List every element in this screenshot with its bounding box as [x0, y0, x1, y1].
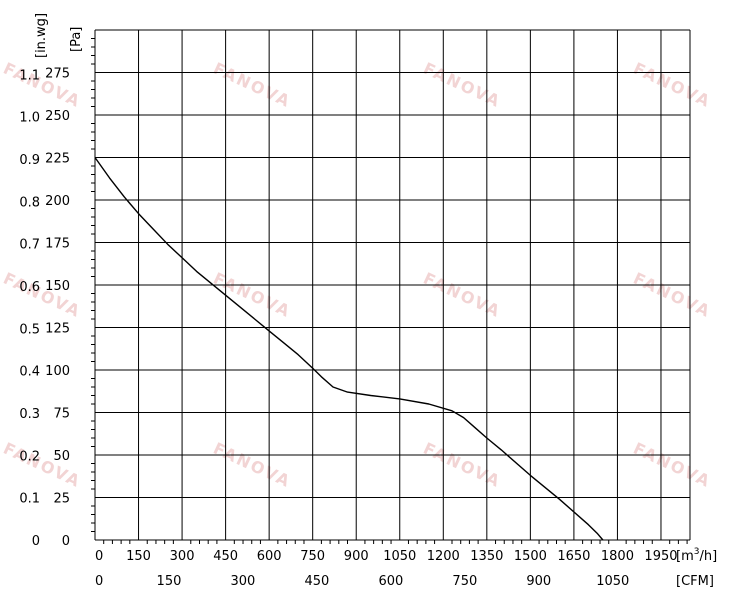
y-tick-label-pa: 100 — [45, 364, 70, 379]
watermark-text: FANOVA — [630, 439, 714, 492]
x-tick-label-cfm: 1050 — [596, 574, 629, 589]
y-tick-label-pa: 75 — [53, 407, 70, 422]
x-unit-m3h: [m3/h] — [676, 547, 717, 564]
x-tick-label-cfm: 150 — [157, 574, 182, 589]
y-tick-label-inwg: 0.1 — [19, 492, 40, 507]
y-tick-label-inwg: 1.0 — [19, 111, 40, 126]
watermark-text: FANOVA — [420, 439, 504, 492]
x-tick-label-cfm: 0 — [95, 574, 103, 589]
watermark-text: FANOVA — [420, 59, 504, 112]
x-tick-label-m3h: 150 — [126, 549, 151, 564]
x-tick-label-m3h: 1350 — [470, 549, 503, 564]
curve-line — [94, 157, 604, 541]
x-tick-label-m3h: 1950 — [644, 549, 677, 564]
curve-layer — [94, 157, 604, 541]
x-tick-label-cfm: 750 — [452, 574, 477, 589]
y-tick-label-pa: 200 — [45, 194, 70, 209]
y-tick-label-inwg: 1.1 — [19, 68, 40, 83]
y-tick-label-pa: 225 — [45, 152, 70, 167]
tick-labels: 0 25 50 75 100 125 150 175 200 225 250 275 0 0.1 0.2 0.… — [19, 67, 677, 590]
x-tick-label-m3h: 1200 — [427, 549, 460, 564]
y-unit-inwg: [in.wg] — [34, 13, 49, 58]
y-tick-label-pa: 125 — [45, 322, 70, 337]
watermark-text: FANOVA — [630, 59, 714, 112]
y-tick-label-pa: 175 — [45, 237, 70, 252]
watermark-text: FANOVA — [0, 269, 84, 322]
y-tick-label-inwg: 0.5 — [19, 322, 40, 337]
watermark-layer: FANOVA FANOVA FANOVA FANOVA FANOVA FANOVA FANO… — [0, 59, 714, 492]
x-tick-label-m3h: 1650 — [557, 549, 590, 564]
minor-ticks — [91, 38, 688, 544]
watermark-text: FANOVA — [210, 439, 294, 492]
watermark-text: FANOVA — [210, 59, 294, 112]
x-tick-label-m3h: 450 — [213, 549, 238, 564]
x-tick-label-cfm: 600 — [378, 574, 403, 589]
y-tick-label-pa: 0 — [62, 534, 70, 549]
x-tick-label-cfm: 900 — [526, 574, 551, 589]
watermark-text: FANOVA — [210, 269, 294, 322]
x-unit-cfm: [CFM] — [676, 574, 714, 589]
x-tick-label-m3h: 1050 — [383, 549, 416, 564]
y-tick-label-inwg: 0.6 — [19, 280, 40, 295]
x-tick-label-m3h: 1800 — [601, 549, 634, 564]
y-tick-label-inwg: 0.7 — [19, 238, 40, 253]
y-tick-label-inwg: 0.2 — [19, 449, 40, 464]
y-tick-label-pa: 25 — [53, 492, 70, 507]
y-tick-label-inwg: 0.8 — [19, 195, 40, 210]
y-tick-label-inwg: 0.3 — [19, 407, 40, 422]
x-unit-m3h-tail: /h] — [699, 549, 717, 564]
watermark-text: FANOVA — [0, 59, 84, 112]
watermark-text: FANOVA — [420, 269, 504, 322]
y-tick-label-pa: 250 — [45, 109, 70, 124]
y-tick-label-pa: 275 — [45, 67, 70, 82]
x-tick-label-m3h: 0 — [95, 549, 103, 564]
x-tick-label-cfm: 300 — [231, 574, 256, 589]
x-tick-label-m3h: 300 — [170, 549, 195, 564]
x-tick-label-m3h: 1500 — [514, 549, 547, 564]
x-tick-label-m3h: 900 — [344, 549, 369, 564]
y-tick-label-pa: 50 — [53, 449, 70, 464]
x-tick-label-m3h: 750 — [300, 549, 325, 564]
y-tick-label-inwg: 0.9 — [19, 153, 40, 168]
watermark-text: FANOVA — [0, 439, 84, 492]
x-tick-label-cfm: 450 — [304, 574, 329, 589]
x-tick-label-m3h: 600 — [257, 549, 282, 564]
y-tick-label-inwg: 0.4 — [19, 365, 40, 380]
x-unit-m3h-base: [m — [676, 549, 694, 564]
watermark-text: FANOVA — [630, 269, 714, 322]
x-unit-m3h-sup: 3 — [694, 547, 700, 557]
y-tick-label-inwg: 0 — [32, 534, 40, 549]
grid — [94, 29, 691, 541]
y-unit-pa: [Pa] — [69, 27, 84, 52]
y-tick-label-pa: 150 — [45, 279, 70, 294]
